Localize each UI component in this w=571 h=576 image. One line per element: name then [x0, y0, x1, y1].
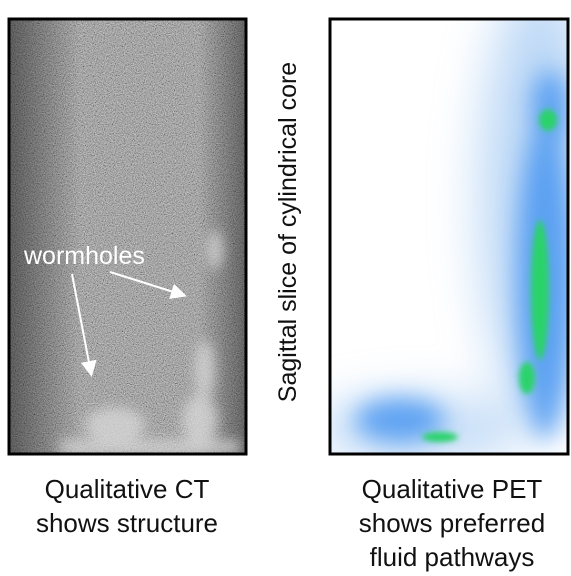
ct-image — [9, 19, 246, 454]
caption: fluid pathways — [370, 542, 535, 572]
annotation: wormholes — [23, 242, 145, 270]
caption: shows preferred — [359, 508, 545, 538]
figure: wormholes Sagittal slice of cylindrical … — [0, 0, 571, 576]
caption: shows structure — [36, 508, 218, 538]
caption: Qualitative PET — [362, 474, 543, 504]
axis-label: Sagittal slice of cylindrical core — [274, 62, 302, 402]
pet-image — [310, 0, 571, 460]
caption: Qualitative CT — [45, 474, 210, 504]
